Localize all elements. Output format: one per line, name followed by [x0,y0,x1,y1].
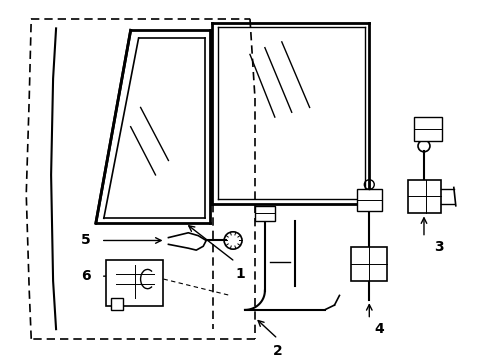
Text: 6: 6 [81,269,91,283]
Bar [357,189,382,211]
Bar [111,298,122,310]
Text: 4: 4 [374,322,384,336]
Bar [414,117,442,141]
Bar [255,206,275,221]
Text: 5: 5 [81,234,91,247]
Bar [408,180,441,213]
Bar [351,247,387,281]
Text: 2: 2 [273,344,283,357]
Text: 1: 1 [235,266,245,280]
Bar [106,260,164,306]
Text: 3: 3 [434,240,443,254]
